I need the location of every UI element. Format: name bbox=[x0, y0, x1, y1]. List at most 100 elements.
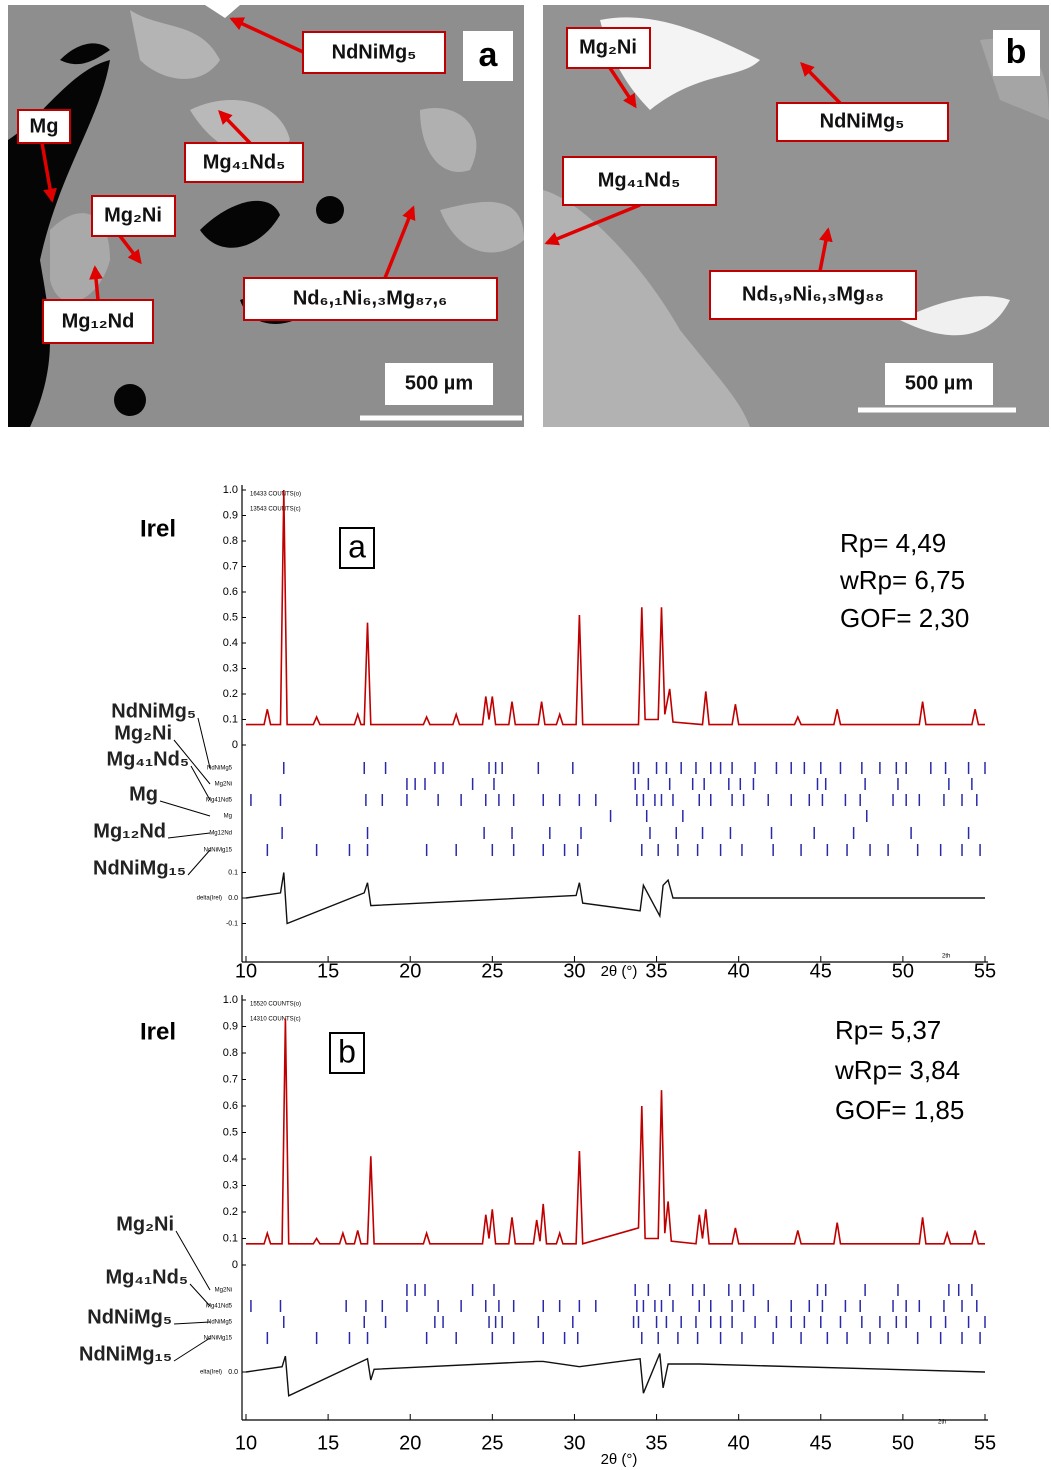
scale-box bbox=[885, 363, 993, 405]
phase-name: NdNiMg₁₅ bbox=[93, 857, 186, 879]
annotation: 14310 COUNTS(c) bbox=[250, 1017, 301, 1023]
y-tick-label: 0.7 bbox=[223, 1073, 238, 1085]
y-tick-label: 0.3 bbox=[223, 1179, 238, 1191]
scale-box bbox=[385, 363, 493, 405]
phase-label: NdNiMg₅ bbox=[820, 110, 905, 132]
phase-connector bbox=[175, 1230, 211, 1291]
diff-tick-label: -0.1 bbox=[226, 920, 238, 927]
y-tick-label: 0.6 bbox=[223, 586, 238, 598]
label-box bbox=[243, 277, 498, 321]
phase-connector bbox=[190, 765, 211, 801]
x-tick-label: 10 bbox=[235, 1432, 257, 1454]
phase-name: Mg bbox=[129, 783, 158, 805]
panel-letter-box bbox=[463, 31, 513, 81]
y-tick-label: 0.2 bbox=[223, 688, 238, 700]
y-tick-label: 0.8 bbox=[223, 1047, 238, 1059]
x-tick-label: 50 bbox=[892, 1432, 914, 1454]
y-tick-label: 1.0 bbox=[223, 994, 238, 1006]
phase-name: NdNiMg₅ bbox=[87, 1306, 172, 1328]
x-tick-label: 50 bbox=[892, 960, 914, 982]
label-box bbox=[709, 270, 917, 320]
x-tick-label: 30 bbox=[563, 1432, 585, 1454]
label-box bbox=[302, 31, 446, 74]
x-tick-label: 15 bbox=[317, 960, 339, 982]
label-box bbox=[184, 142, 304, 183]
y-tick-label: 0.9 bbox=[223, 509, 238, 521]
diff-tick-label: 0.0 bbox=[228, 895, 238, 902]
phase-code: Mg2Ni bbox=[215, 782, 232, 788]
diff-label: elta(Irel) bbox=[200, 1370, 222, 1376]
label-box bbox=[562, 156, 717, 206]
x-tick-label: 20 bbox=[399, 1432, 421, 1454]
label-box bbox=[566, 27, 651, 69]
phase-label: Mg₂Ni bbox=[104, 204, 162, 226]
phase-code: NdNiMg5 bbox=[207, 1320, 233, 1326]
phase-label: Mg₄₁Nd₅ bbox=[598, 169, 681, 191]
annotation: 15520 COUNTS(o) bbox=[250, 1002, 301, 1008]
chart-title: a bbox=[348, 528, 366, 564]
phase-name: Mg₂Ni bbox=[116, 1213, 174, 1235]
x-tick-label: 45 bbox=[810, 1432, 832, 1454]
phase-connector bbox=[159, 800, 211, 817]
annotation: GOF= 2,30 bbox=[840, 603, 969, 633]
phase-name: Mg₄₁Nd₅ bbox=[106, 748, 189, 770]
phase-label: Nd₅,₉Ni₆,₃Mg₈₈ bbox=[742, 283, 884, 305]
y-tick-label: 0.2 bbox=[223, 1206, 238, 1218]
label-box bbox=[776, 102, 949, 142]
phase-name: NdNiMg₅ bbox=[111, 700, 196, 722]
x-tick-label: 55 bbox=[974, 1432, 996, 1454]
panel-letter-box bbox=[993, 30, 1040, 76]
y-tick-label: 0.1 bbox=[223, 713, 238, 725]
phase-code: NdNiMg5 bbox=[207, 766, 233, 772]
x-tick-label: 15 bbox=[317, 1432, 339, 1454]
phase-name: Mg₂Ni bbox=[114, 722, 172, 744]
label-box bbox=[42, 299, 154, 344]
y-tick-label: 0.4 bbox=[223, 637, 238, 649]
y-tick-label: 0.9 bbox=[223, 1020, 238, 1032]
annotation: 16433 COUNTS(o) bbox=[250, 492, 301, 498]
x-tick-label: 10 bbox=[235, 960, 257, 982]
title-box bbox=[329, 1032, 365, 1074]
diff-tick-label: 0.1 bbox=[228, 869, 238, 876]
phase-code: Mg41Nd5 bbox=[206, 798, 233, 804]
phase-code: NdNiMg15 bbox=[204, 1336, 233, 1342]
difference-line bbox=[245, 1353, 986, 1397]
y-axis-label: Irel bbox=[140, 1018, 176, 1045]
phase-connector bbox=[173, 1337, 211, 1362]
x-tick-label: 35 bbox=[645, 960, 667, 982]
x-tick-label: 30 bbox=[563, 960, 585, 982]
panel-letter: b bbox=[1006, 33, 1027, 71]
x-tick-label: 25 bbox=[481, 960, 503, 982]
y-tick-label: 0.5 bbox=[223, 611, 238, 623]
phase-label: Mg bbox=[30, 115, 59, 137]
phase-name: Mg₄₁Nd₅ bbox=[105, 1266, 188, 1288]
arrows bbox=[40, 17, 842, 301]
annotation: 13543 COUNTS(c) bbox=[250, 507, 301, 513]
diff-tick-label: 0.0 bbox=[228, 1369, 238, 1376]
annotation: 2th bbox=[942, 954, 950, 960]
y-tick-label: 0.3 bbox=[223, 662, 238, 674]
annotation: 2th bbox=[938, 1420, 946, 1426]
phase-connector bbox=[167, 832, 211, 839]
diff-label: delta(Irel) bbox=[197, 896, 222, 902]
x-tick-label: 55 bbox=[974, 960, 996, 982]
y-tick-label: 0.6 bbox=[223, 1100, 238, 1112]
x-axis-label: 2θ (°) bbox=[601, 963, 638, 980]
pattern-line bbox=[246, 1018, 985, 1245]
annotation: wRp= 6,75 bbox=[839, 565, 965, 595]
phase-label: Mg₁₂Nd bbox=[62, 310, 135, 332]
x-tick-label: 40 bbox=[728, 960, 750, 982]
phase-connector bbox=[189, 1283, 211, 1307]
label-box bbox=[91, 195, 176, 237]
y-tick-label: 0.7 bbox=[223, 560, 238, 572]
y-axis-label: Irel bbox=[140, 515, 176, 542]
y-tick-label: 1.0 bbox=[223, 484, 238, 496]
phase-label: Mg₄₁Nd₅ bbox=[203, 151, 286, 173]
difference-line bbox=[245, 872, 985, 925]
y-tick-label: 0.1 bbox=[223, 1232, 238, 1244]
y-tick-label: 0.8 bbox=[223, 535, 238, 547]
phase-code: NdNiMg15 bbox=[204, 848, 233, 854]
x-axis-label: 2θ (°) bbox=[601, 1451, 638, 1468]
phase-connector bbox=[173, 739, 211, 785]
